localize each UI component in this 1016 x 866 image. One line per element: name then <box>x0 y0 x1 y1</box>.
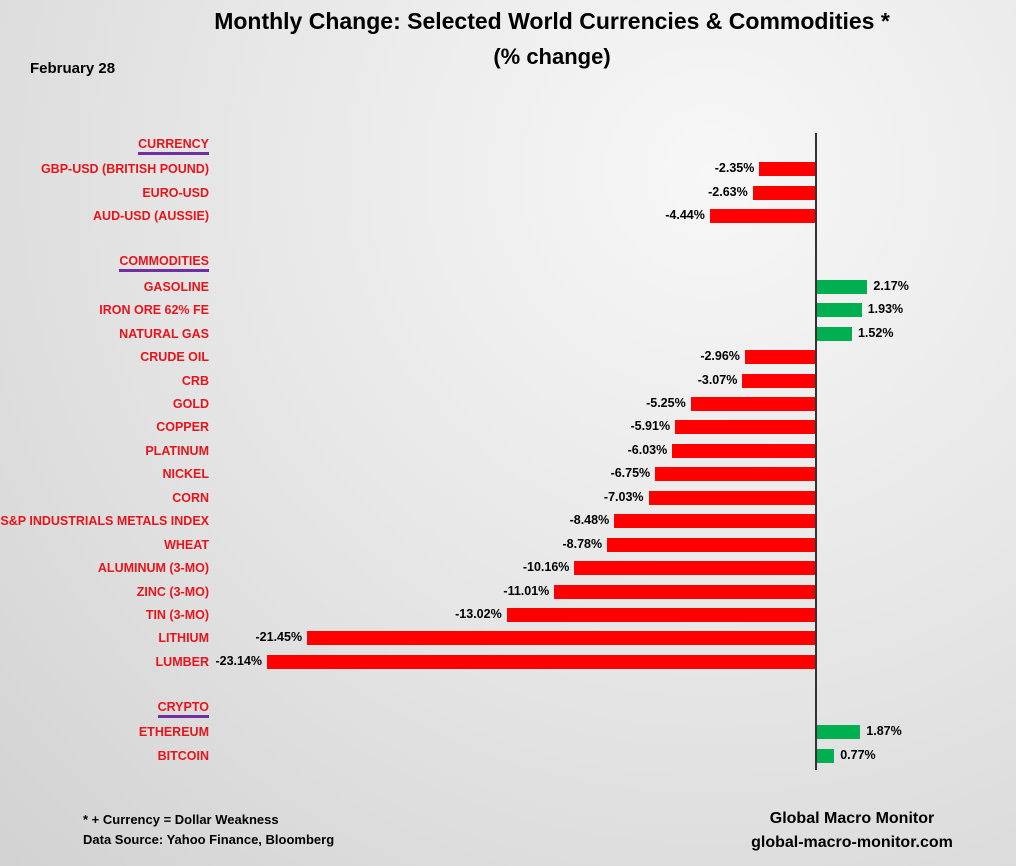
data-label: -5.91% <box>630 419 671 434</box>
bar <box>574 561 815 576</box>
data-label: -10.16% <box>522 560 570 575</box>
data-label: -23.14% <box>215 653 263 668</box>
data-label: -4.44% <box>665 208 705 223</box>
bar <box>554 584 815 599</box>
bar <box>672 443 815 458</box>
data-label: -5.25% <box>646 395 686 410</box>
bar <box>742 373 815 388</box>
data-label: 1.52% <box>857 325 894 340</box>
group-header-currency: CURRENCY <box>138 137 209 155</box>
data-label: -8.78% <box>562 536 603 551</box>
category-label: S&P INDUSTRIALS METALS INDEX <box>0 514 209 529</box>
category-label: NICKEL <box>162 467 209 482</box>
category-label: GBP-USD (BRITISH POUND) <box>40 162 209 177</box>
brand-name: Global Macro Monitor <box>769 810 935 827</box>
category-label: COPPER <box>156 420 209 435</box>
bar <box>655 467 815 482</box>
category-label: WHEAT <box>164 537 209 552</box>
bar <box>267 654 815 669</box>
bar <box>752 185 815 200</box>
data-label: 2.17% <box>873 278 909 293</box>
category-label: TIN (3-MO) <box>145 608 209 622</box>
category-label: IRON ORE 62% FE <box>99 303 209 318</box>
data-label: -6.03% <box>627 442 668 457</box>
category-label: CORN <box>172 490 209 505</box>
bar <box>744 350 815 365</box>
group-header-commodities: COMMODITIES <box>119 254 209 273</box>
bar <box>614 514 815 529</box>
data-label: -13.02% <box>455 607 502 621</box>
brand-site: global-macro-monitor.com <box>751 834 953 851</box>
bar <box>648 490 815 505</box>
data-label: -2.63% <box>708 184 748 199</box>
chart-date: February 28 <box>30 60 116 77</box>
bar <box>675 420 815 435</box>
category-label: ETHEREUM <box>138 725 209 740</box>
data-label: 1.93% <box>867 302 904 317</box>
data-label: -3.07% <box>697 372 738 387</box>
bar <box>709 209 815 224</box>
data-label: 0.77% <box>840 747 876 762</box>
bar <box>690 396 815 411</box>
category-label: EURO-USD <box>142 185 209 200</box>
category-label: PLATINUM <box>145 443 209 458</box>
category-label: CRB <box>181 373 209 388</box>
bar <box>607 537 815 552</box>
data-label: -7.03% <box>603 489 644 504</box>
category-label: GASOLINE <box>143 279 209 294</box>
bar <box>506 608 815 622</box>
category-label: AUD-USD (AUSSIE) <box>93 209 209 224</box>
chart-title: Monthly Change: Selected World Currencie… <box>214 8 890 34</box>
bar <box>816 279 868 294</box>
category-label: BITCOIN <box>157 748 209 763</box>
category-label: CRUDE OIL <box>140 350 209 365</box>
bar <box>759 162 815 177</box>
data-label: -2.35% <box>714 161 755 176</box>
zero-axis-line <box>815 133 817 770</box>
data-label: -6.75% <box>610 466 651 481</box>
data-label: 1.87% <box>866 724 902 739</box>
bar <box>307 631 815 646</box>
category-label: GOLD <box>172 396 209 411</box>
footnote: * + Currency = Dollar Weakness <box>83 812 279 827</box>
category-label: LUMBER <box>155 654 209 669</box>
category-label: NATURAL GAS <box>119 326 209 341</box>
data-source: Data Source: Yahoo Finance, Bloomberg <box>83 832 335 847</box>
chart-subtitle: (% change) <box>493 44 611 69</box>
bar <box>816 326 852 341</box>
data-label: -2.96% <box>700 349 740 364</box>
data-label: -21.45% <box>255 630 303 645</box>
bar <box>816 303 862 318</box>
bar <box>816 725 861 740</box>
group-header-crypto: CRYPTO <box>157 700 209 718</box>
data-label: -8.48% <box>569 513 610 528</box>
category-label: ZINC (3-MO) <box>136 584 209 599</box>
category-label: LITHIUM <box>158 631 209 646</box>
data-label: -11.01% <box>503 583 550 598</box>
bar <box>816 748 835 763</box>
category-label: ALUMINUM (3-MO) <box>97 561 209 576</box>
